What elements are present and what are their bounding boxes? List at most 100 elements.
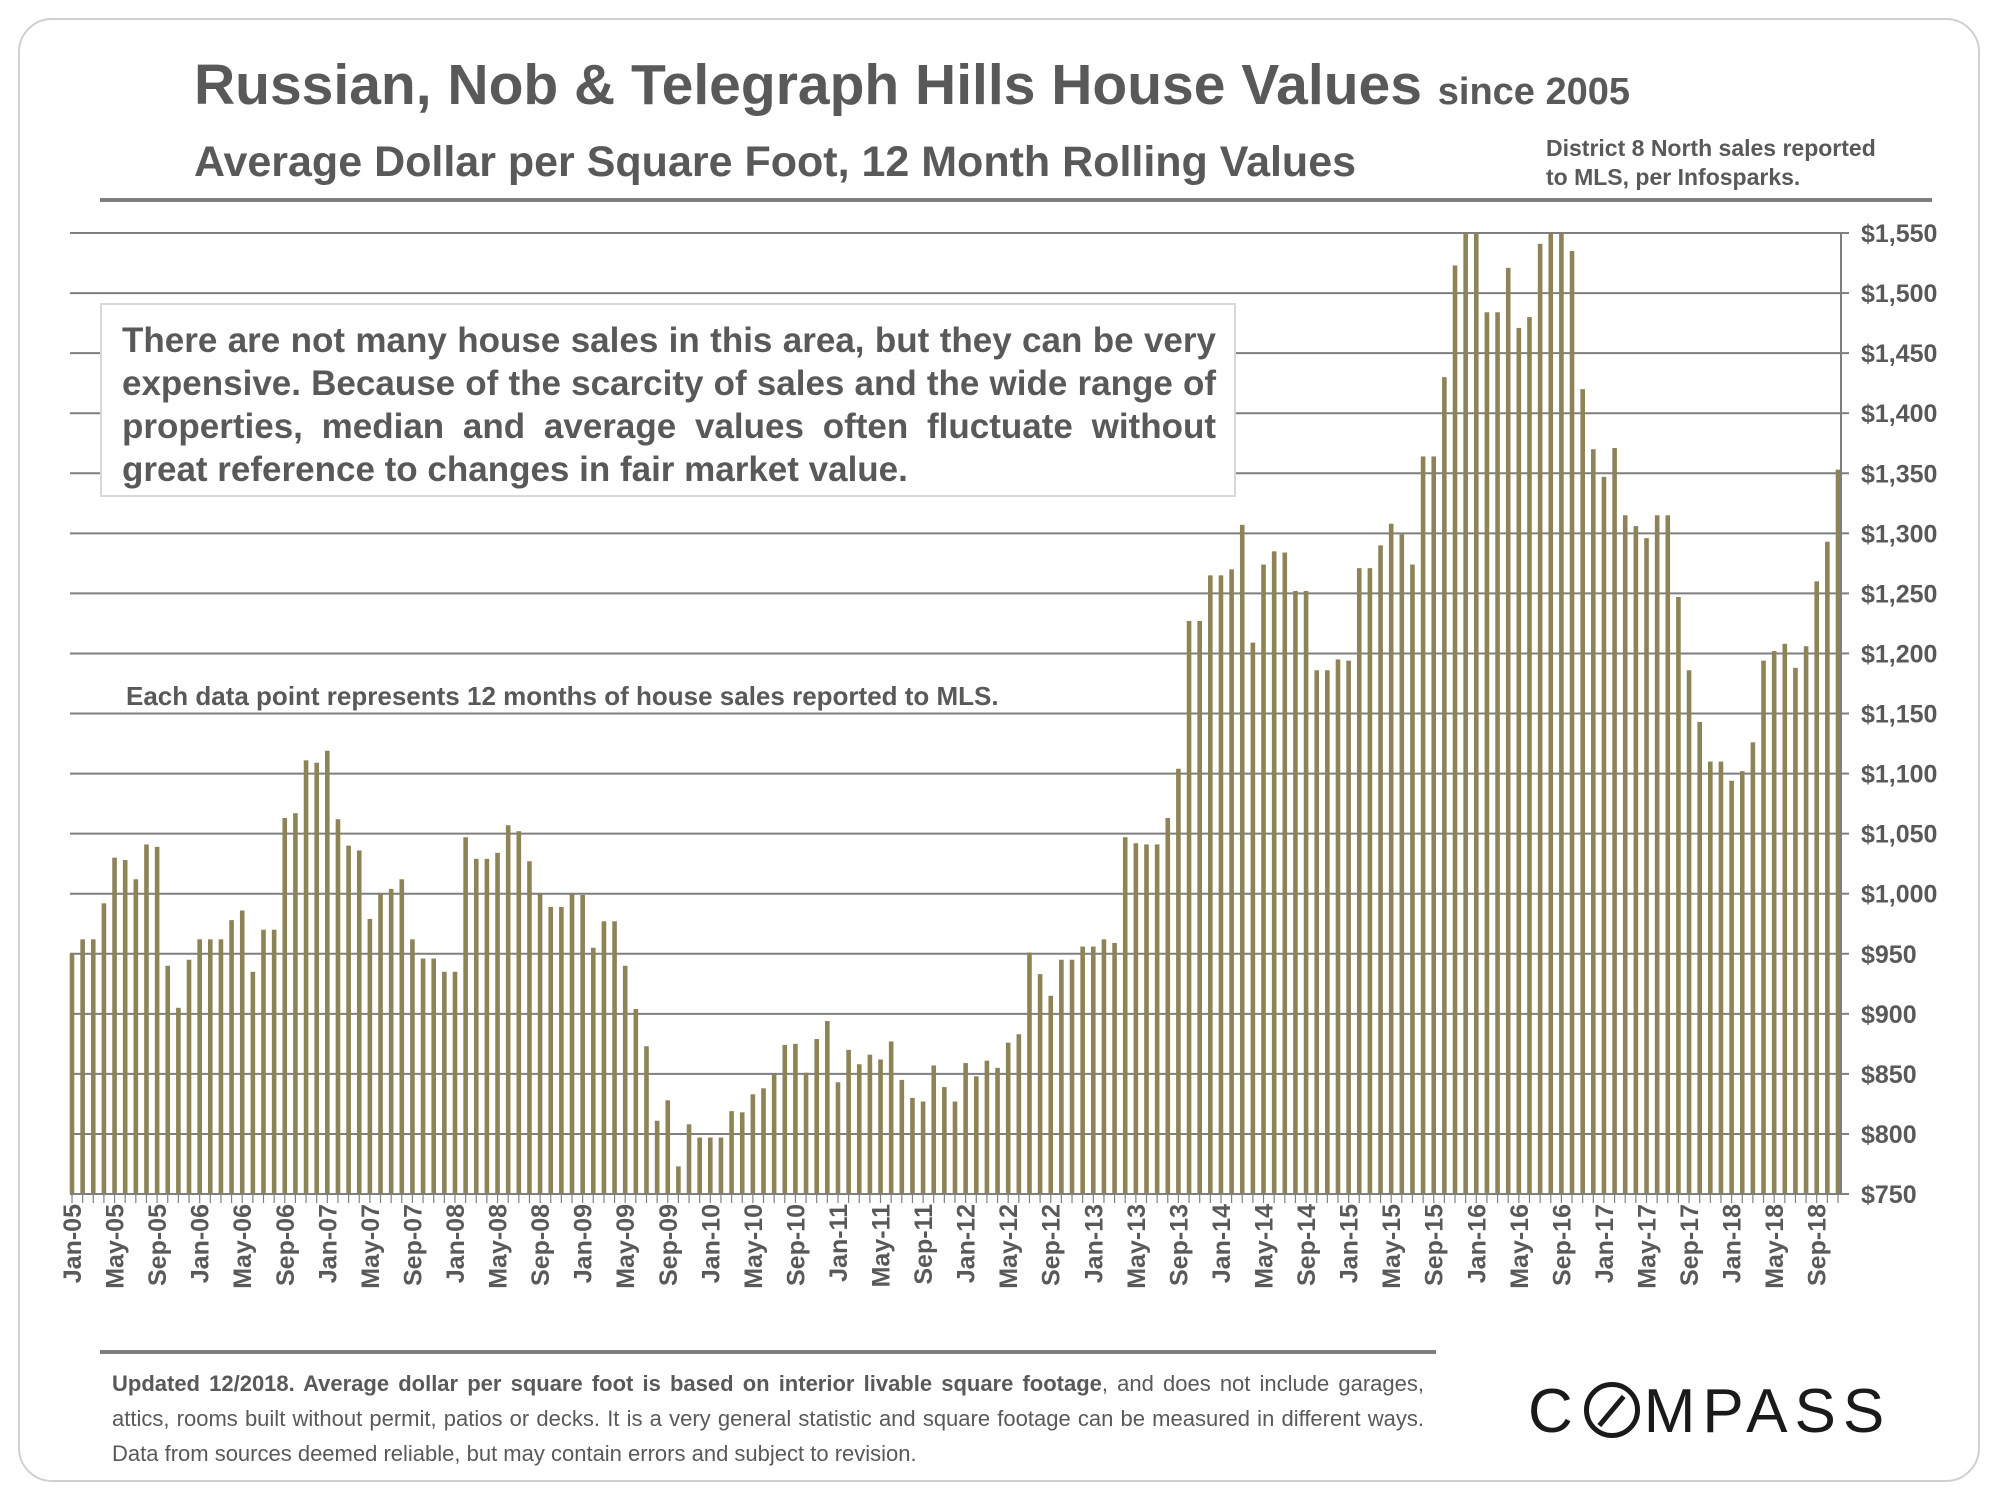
bar — [803, 1072, 809, 1194]
x-tick-label: Jan-10 — [697, 1204, 725, 1283]
bar — [1197, 621, 1202, 1194]
x-tick-label: May-18 — [1761, 1204, 1789, 1289]
x-tick-label: Jan-18 — [1719, 1204, 1747, 1283]
x-tick-label: May-13 — [1123, 1204, 1151, 1289]
x-tick-label: Sep-05 — [144, 1204, 172, 1286]
bar — [920, 1101, 926, 1194]
bar — [644, 1046, 649, 1194]
bar — [888, 1041, 894, 1194]
logo-text-end: MPASS — [1643, 1377, 1892, 1446]
chart-title: Russian, Nob & Telegraph Hills House Val… — [194, 52, 1630, 118]
x-tick-label: May-10 — [740, 1204, 768, 1289]
bar — [1091, 946, 1096, 1194]
bar — [1144, 844, 1149, 1194]
bar — [1431, 456, 1437, 1194]
bar — [112, 857, 117, 1194]
bar — [1825, 541, 1830, 1194]
bar — [1303, 590, 1309, 1194]
source-note-line2: to MLS, per Infosparks. — [1546, 164, 1801, 190]
x-tick-label: Jan-09 — [570, 1204, 598, 1283]
bar — [335, 819, 341, 1194]
bar — [846, 1049, 851, 1194]
bar — [612, 921, 617, 1194]
bar — [1367, 568, 1373, 1194]
bar — [1239, 524, 1245, 1194]
bar — [1250, 642, 1256, 1194]
bar — [69, 953, 75, 1194]
bar — [1803, 646, 1809, 1194]
bar — [144, 844, 149, 1194]
title-divider — [100, 198, 1932, 202]
y-tick-label: $1,550 — [1861, 220, 1937, 248]
bar — [80, 939, 85, 1194]
bar — [1665, 515, 1671, 1194]
x-tick-label: Jan-08 — [442, 1204, 470, 1283]
bar — [1356, 568, 1362, 1194]
chart-frame — [18, 18, 1980, 1482]
bar — [1346, 660, 1351, 1194]
bar — [314, 762, 319, 1194]
x-tick-label: Sep-10 — [782, 1204, 810, 1286]
bar — [825, 1021, 830, 1194]
x-tick-label: Sep-14 — [1293, 1204, 1321, 1286]
y-tick-label: $900 — [1861, 1001, 1917, 1029]
bar — [399, 879, 405, 1194]
x-tick-label: May-16 — [1506, 1204, 1534, 1289]
bar — [761, 1088, 766, 1194]
y-tick-label: $1,350 — [1861, 460, 1937, 488]
x-tick-label: May-05 — [102, 1204, 130, 1289]
x-tick-label: Sep-08 — [527, 1204, 555, 1286]
bar — [1154, 844, 1160, 1194]
bar — [165, 965, 171, 1194]
bar — [569, 893, 575, 1194]
x-tick-label: May-15 — [1378, 1204, 1406, 1289]
bar — [1612, 448, 1617, 1194]
bar — [1069, 959, 1075, 1194]
bar — [1186, 621, 1192, 1194]
x-tick-label: Sep-13 — [1165, 1204, 1193, 1286]
bar — [1484, 312, 1490, 1195]
bar — [1399, 534, 1405, 1194]
bar — [835, 1082, 841, 1194]
bar — [1165, 818, 1171, 1194]
x-tick-label: Jan-14 — [1208, 1204, 1236, 1283]
chart-subtitle: Average Dollar per Square Foot, 12 Month… — [194, 138, 1357, 186]
bar — [601, 921, 607, 1194]
bar — [527, 861, 532, 1194]
footer-divider — [100, 1350, 1436, 1354]
bar — [1112, 942, 1117, 1194]
footnote-text: , and does not include garages, attics, … — [112, 1371, 1424, 1466]
bar — [101, 903, 107, 1194]
bar — [1633, 526, 1639, 1194]
bar — [1793, 667, 1798, 1194]
bar — [1388, 523, 1394, 1194]
bar — [931, 1065, 937, 1194]
bar — [1750, 742, 1756, 1194]
y-tick-label: $1,400 — [1861, 400, 1937, 428]
y-tick-label: $800 — [1861, 1121, 1917, 1149]
bar — [1463, 233, 1468, 1194]
bar — [250, 971, 256, 1194]
y-tick-label: $750 — [1861, 1181, 1917, 1209]
x-tick-label: Sep-17 — [1676, 1204, 1704, 1286]
bar — [1261, 564, 1266, 1194]
bar — [1314, 670, 1320, 1194]
bar — [122, 860, 128, 1194]
bar — [1814, 581, 1820, 1194]
bar — [910, 1097, 915, 1194]
bar — [590, 947, 596, 1194]
bar — [729, 1111, 734, 1194]
bar — [1005, 1042, 1011, 1194]
bar — [452, 971, 458, 1194]
bar — [1622, 515, 1628, 1194]
x-tick-label: Jan-07 — [314, 1204, 342, 1283]
bar — [1378, 545, 1383, 1194]
bar — [1591, 449, 1596, 1195]
bar — [1569, 251, 1575, 1195]
bar — [378, 893, 383, 1194]
bar — [1495, 312, 1500, 1195]
bar — [739, 1112, 745, 1194]
x-tick-label: May-14 — [1251, 1204, 1279, 1289]
y-tick-label: $1,050 — [1861, 821, 1937, 849]
x-tick-label: May-08 — [485, 1204, 513, 1289]
